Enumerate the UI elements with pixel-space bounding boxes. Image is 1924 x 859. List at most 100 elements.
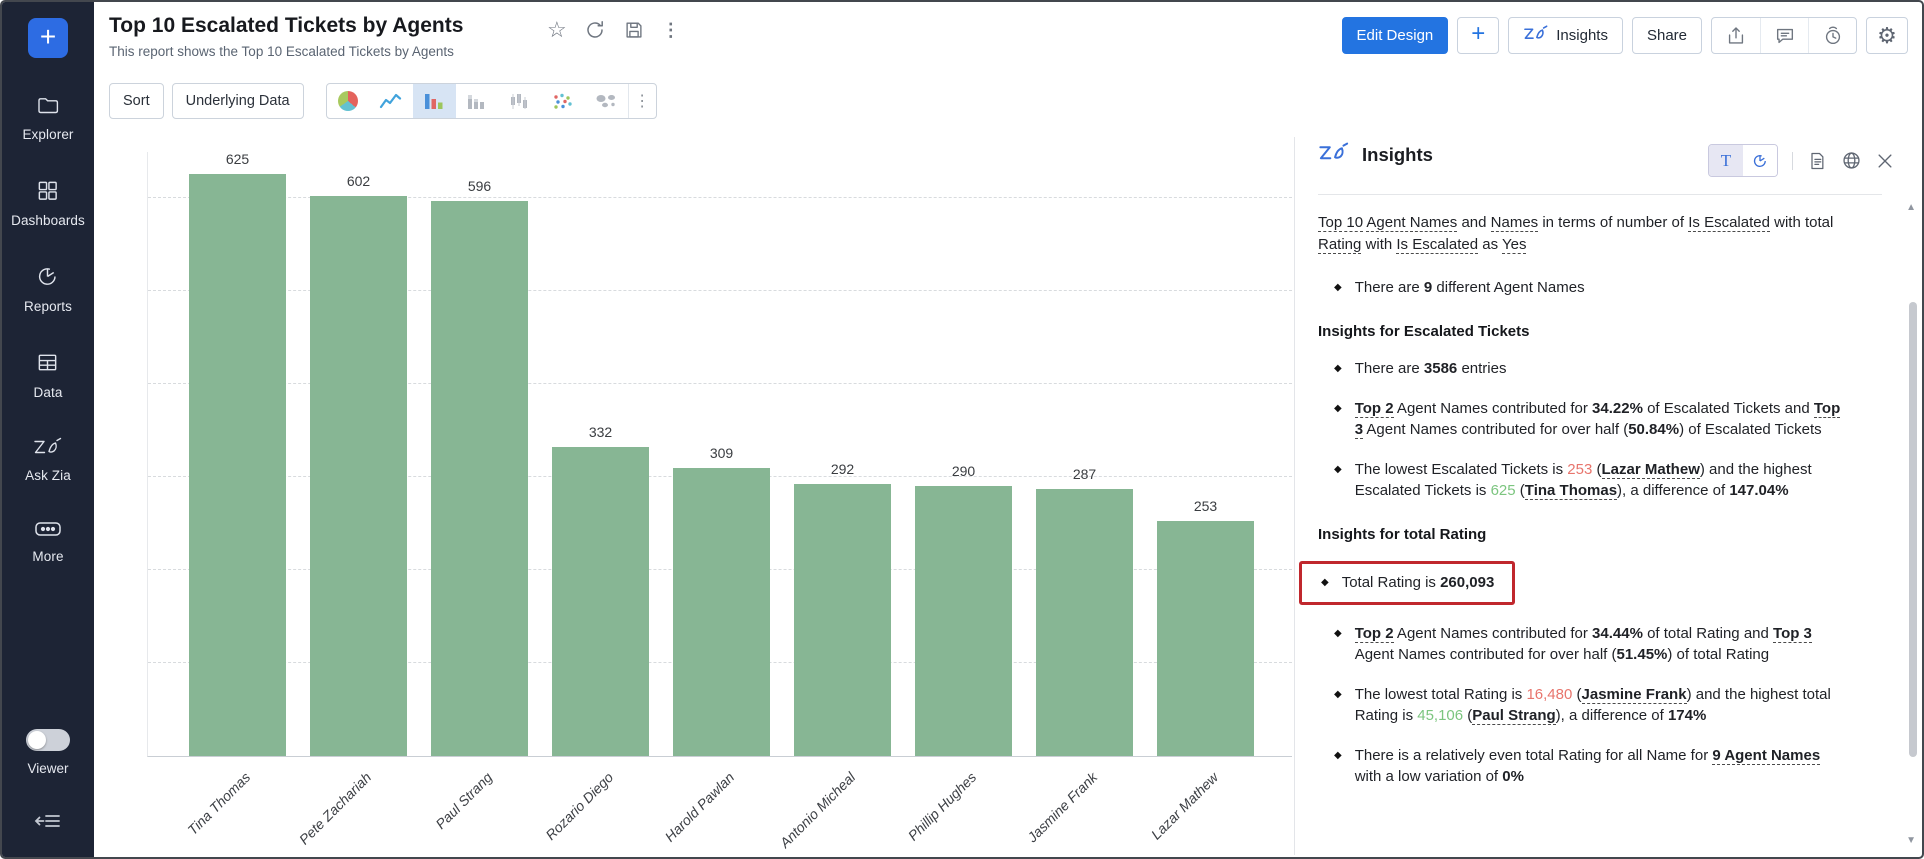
insight-link[interactable]: Paul Strang bbox=[1472, 707, 1556, 725]
insight-text: Total Rating is bbox=[1341, 574, 1441, 591]
zia-logo-icon bbox=[1523, 25, 1549, 46]
sidebar-item-reports[interactable]: Reports bbox=[24, 265, 72, 314]
report-toolbar: Sort Underlying Data ⋮ bbox=[109, 83, 657, 119]
gear-icon[interactable]: ⚙ bbox=[1866, 17, 1908, 54]
sidebar-item-dashboards[interactable]: Dashboards bbox=[11, 179, 85, 228]
folder-icon bbox=[36, 94, 60, 121]
add-report-button[interactable]: + bbox=[1457, 17, 1500, 54]
bar-Paul Strang[interactable] bbox=[431, 201, 528, 756]
view-toggle-group: T bbox=[1708, 144, 1778, 177]
scatter-plot-icon[interactable] bbox=[542, 84, 585, 118]
insight-text: with total bbox=[1769, 214, 1834, 231]
scroll-up-arrow[interactable]: ▲ bbox=[1906, 202, 1916, 213]
bullet-diamond-icon: ◆ bbox=[1334, 749, 1342, 761]
bullet-diamond-icon: ◆ bbox=[1334, 402, 1342, 414]
scroll-down-arrow[interactable]: ▼ bbox=[1906, 835, 1916, 846]
insight-text: 253 bbox=[1567, 460, 1593, 478]
insight-link[interactable]: Top 3 bbox=[1354, 399, 1841, 439]
globe-icon[interactable] bbox=[1841, 150, 1862, 171]
insight-link[interactable]: Top 2 bbox=[1354, 399, 1394, 418]
insight-link[interactable]: Rating bbox=[1318, 235, 1362, 254]
title-actions: ☆ ⋮ bbox=[547, 17, 680, 43]
insight-text: ) and the highest Escalated Tickets is bbox=[1354, 460, 1812, 500]
kebab-menu-icon[interactable]: ⋮ bbox=[661, 19, 680, 40]
close-icon[interactable] bbox=[1876, 152, 1894, 170]
sidebar-nav: Explorer Dashboards Reports Data bbox=[11, 94, 85, 564]
insights-panel-controls: T bbox=[1708, 144, 1894, 177]
collapse-sidebar-icon[interactable] bbox=[33, 810, 63, 837]
star-icon[interactable]: ☆ bbox=[547, 17, 567, 42]
save-icon[interactable] bbox=[623, 19, 645, 41]
scrollbar-thumb[interactable] bbox=[1909, 302, 1917, 757]
insight-bullet-text: There are 3586 entries bbox=[1355, 358, 1507, 380]
insight-text: ) of total Rating bbox=[1667, 646, 1770, 663]
comment-icon[interactable] bbox=[1760, 18, 1808, 53]
sidebar-item-label: Ask Zia bbox=[25, 468, 71, 483]
viewer-toggle[interactable] bbox=[26, 729, 70, 751]
insight-bullet: ◆ The lowest Escalated Tickets is 253 (La… bbox=[1318, 459, 1846, 502]
edit-design-button[interactable]: Edit Design bbox=[1341, 17, 1449, 54]
insight-link[interactable]: Names bbox=[1490, 214, 1539, 232]
insight-link[interactable]: Yes bbox=[1502, 235, 1527, 254]
bar-Lazar Mathew[interactable] bbox=[1157, 520, 1254, 756]
gridline bbox=[148, 382, 1292, 384]
insights-button[interactable]: Insights bbox=[1508, 17, 1623, 54]
sidebar-item-label: More bbox=[32, 549, 64, 564]
bar-Rozario Diego[interactable] bbox=[552, 447, 649, 756]
bar-Antonio Micheal[interactable] bbox=[794, 484, 891, 756]
map-chart-icon[interactable] bbox=[585, 84, 628, 118]
insight-text: 625 bbox=[1490, 482, 1516, 499]
bar-Phillip Hughes[interactable] bbox=[915, 486, 1012, 756]
sidebar-item-more[interactable]: More bbox=[32, 520, 63, 564]
sidebar-item-ask-zia[interactable]: Ask Zia bbox=[25, 437, 71, 483]
insight-link[interactable]: Is Escalated bbox=[1396, 235, 1479, 254]
refresh-icon[interactable] bbox=[584, 19, 606, 41]
document-icon[interactable] bbox=[1807, 151, 1827, 171]
x-axis-label: Lazar Mathew bbox=[1147, 769, 1221, 843]
insights-panel-header: Insights bbox=[1318, 142, 1433, 168]
insight-bullet-text: There are 9 different Agent Names bbox=[1355, 277, 1585, 299]
insight-link[interactable]: Is Escalated bbox=[1688, 214, 1770, 232]
insights-section-heading: Insights for total Rating bbox=[1318, 525, 1487, 543]
sidebar-item-data[interactable]: Data bbox=[34, 351, 63, 400]
insight-link[interactable]: Lazar Mathew bbox=[1601, 460, 1700, 479]
insight-link[interactable]: Jasmine Frank bbox=[1581, 685, 1687, 704]
chart-view-toggle[interactable] bbox=[1743, 145, 1777, 176]
share-button[interactable]: Share bbox=[1631, 17, 1702, 54]
kebab-menu-icon[interactable]: ⋮ bbox=[627, 84, 656, 118]
bar-chart-icon[interactable] bbox=[412, 84, 456, 118]
bar-Pete Zachariah[interactable] bbox=[310, 195, 407, 756]
x-axis-label: Rozario Diego bbox=[541, 769, 616, 844]
sidebar-item-label: Dashboards bbox=[11, 213, 85, 228]
bar-Tina Thomas[interactable] bbox=[189, 174, 286, 756]
insight-text: with bbox=[1361, 235, 1397, 253]
sort-button[interactable]: Sort bbox=[109, 83, 164, 119]
text-view-toggle[interactable]: T bbox=[1709, 145, 1743, 176]
insight-text: ) and the highest total Rating is bbox=[1354, 685, 1831, 725]
insight-bullet: ◆ There are 9 different Agent Names bbox=[1318, 277, 1846, 299]
stacked-bar-icon[interactable] bbox=[456, 84, 499, 118]
export-icon[interactable] bbox=[1712, 18, 1760, 53]
insight-link[interactable]: Agent Names bbox=[1366, 214, 1458, 232]
underlying-data-button[interactable]: Underlying Data bbox=[171, 83, 304, 119]
insight-text: The lowest Escalated Tickets is bbox=[1354, 460, 1568, 478]
sidebar-item-explorer[interactable]: Explorer bbox=[22, 94, 73, 142]
insight-link[interactable]: Top 3 bbox=[1773, 624, 1812, 643]
insights-section-heading: Insights for Escalated Tickets bbox=[1318, 322, 1530, 340]
create-new-button[interactable]: + bbox=[28, 18, 68, 58]
alarm-icon[interactable] bbox=[1808, 18, 1856, 53]
insight-link[interactable]: Tina Thomas bbox=[1524, 482, 1618, 500]
bar-Harold Pawlan[interactable] bbox=[673, 468, 770, 756]
bar-Jasmine Frank[interactable] bbox=[1036, 488, 1133, 756]
insight-text: ( bbox=[1463, 707, 1473, 724]
line-chart-icon[interactable] bbox=[370, 84, 413, 118]
insight-link[interactable]: 9 Agent Names bbox=[1712, 746, 1821, 765]
pie-chart-icon[interactable] bbox=[327, 84, 370, 118]
bar-value-label: 287 bbox=[1072, 465, 1097, 482]
insight-link[interactable]: Top 10 bbox=[1318, 214, 1364, 232]
candlestick-bar-icon[interactable] bbox=[499, 84, 542, 118]
bullet-diamond-icon: ◆ bbox=[1334, 627, 1342, 639]
insight-link[interactable]: Top 2 bbox=[1354, 624, 1394, 643]
insight-text: of Escalated Tickets and bbox=[1642, 399, 1814, 417]
zia-logo-icon bbox=[1318, 142, 1350, 168]
